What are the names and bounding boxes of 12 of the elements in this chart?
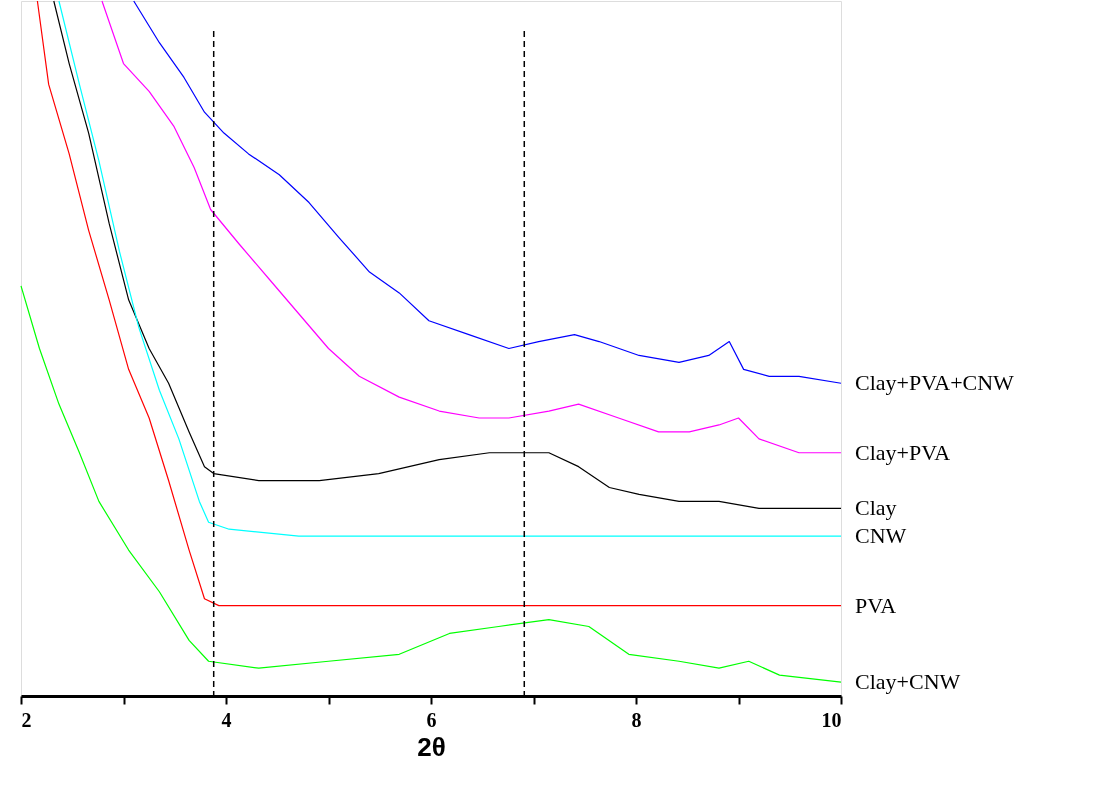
x-tick-label: 10 — [821, 708, 842, 731]
x-axis-title: 2θ — [417, 731, 446, 762]
series-label: PVA — [855, 592, 897, 618]
series-label: CNW — [855, 523, 907, 549]
series-label: Clay — [855, 495, 897, 521]
x-tick-label: 4 — [221, 708, 232, 731]
x-tick-label: 2 — [21, 708, 32, 731]
x-tick-label: 6 — [426, 708, 437, 731]
series-label: Clay+CNW — [855, 669, 961, 695]
series-label: Clay+PVA — [855, 439, 951, 465]
x-tick-label: 8 — [631, 708, 642, 731]
series-label: Clay+PVA+CNW — [855, 370, 1015, 396]
